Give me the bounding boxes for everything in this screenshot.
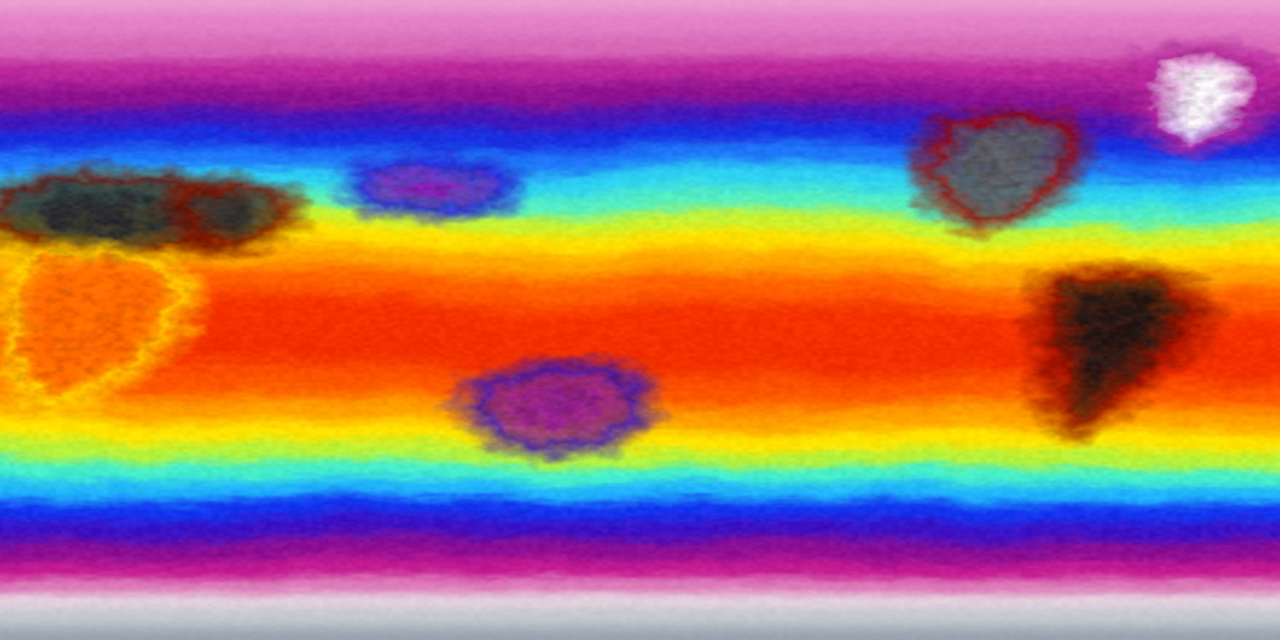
temperature-map-figure [0, 0, 1280, 640]
global-temperature-heatmap-canvas [0, 0, 1280, 640]
